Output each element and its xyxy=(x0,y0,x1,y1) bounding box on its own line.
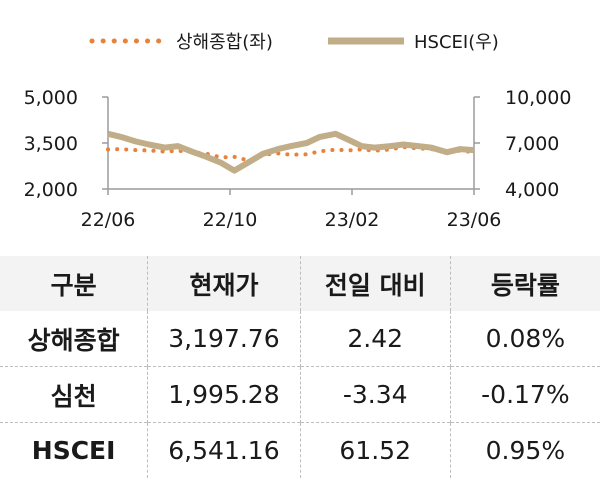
cell-rate: 0.95% xyxy=(449,422,600,478)
chart-legend: 상해종합(좌) HSCEI(우) xyxy=(0,26,600,56)
x-tick-label: 22/06 xyxy=(81,209,136,231)
cell-price: 1,995.28 xyxy=(147,366,301,423)
x-tick-label: 23/02 xyxy=(325,209,380,231)
cell-name: HSCEI xyxy=(31,436,116,465)
cell-change: 61.52 xyxy=(299,422,451,478)
cell-name: 심천 xyxy=(50,381,97,411)
header-change: 전일 대비 xyxy=(299,256,451,311)
right-tick-label: 4,000 xyxy=(505,179,559,201)
cell-price: 3,197.76 xyxy=(147,311,301,367)
legend-swatch-dotted xyxy=(89,38,167,44)
right-tick-label: 7,000 xyxy=(505,133,559,155)
header-category: 구분 xyxy=(50,270,97,300)
cell-change: -3.34 xyxy=(299,366,451,423)
legend-swatch-solid xyxy=(328,37,404,45)
chart-area: 상해종합(좌) HSCEI(우) 5,000 3,500 2,000 10,000 7,… xyxy=(0,26,600,231)
x-tick-label: 23/06 xyxy=(447,209,502,231)
cell-change: 2.42 xyxy=(299,311,451,367)
header-current-price: 현재가 xyxy=(147,256,301,311)
cell-name: 상해종합 xyxy=(27,325,120,355)
legend-item-shanghai: 상해종합(좌) xyxy=(88,26,273,56)
table-row: 심천 1,995.28 -3.34 -0.17% xyxy=(0,366,600,423)
right-tick-label: 10,000 xyxy=(505,87,571,109)
left-tick-label: 5,000 xyxy=(24,87,78,109)
header-change-rate: 등락률 xyxy=(449,256,600,311)
series-line-hscei xyxy=(107,130,475,174)
cell-rate: 0.08% xyxy=(449,311,600,367)
table-header-row: 구분 현재가 전일 대비 등락률 xyxy=(0,256,600,311)
line-chart: 5,000 3,500 2,000 10,000 7,000 4,000 22/06 22/1… xyxy=(24,87,572,231)
legend-item-hscei: HSCEI(우) xyxy=(326,26,499,56)
x-tick-label: 22/10 xyxy=(203,209,258,231)
left-tick-label: 2,000 xyxy=(24,179,78,201)
cell-price: 6,541.16 xyxy=(147,422,301,478)
index-table: 구분 현재가 전일 대비 등락률 상해종합 3,197.76 2.42 0.08… xyxy=(0,256,600,478)
legend-label-shanghai: 상해종합(좌) xyxy=(176,32,273,53)
cell-rate: -0.17% xyxy=(449,366,600,423)
legend-label-hscei: HSCEI(우) xyxy=(414,32,499,53)
table-row: 상해종합 3,197.76 2.42 0.08% xyxy=(0,311,600,367)
left-tick-label: 3,500 xyxy=(24,133,78,155)
table-row: HSCEI 6,541.16 61.52 0.95% xyxy=(0,422,600,478)
